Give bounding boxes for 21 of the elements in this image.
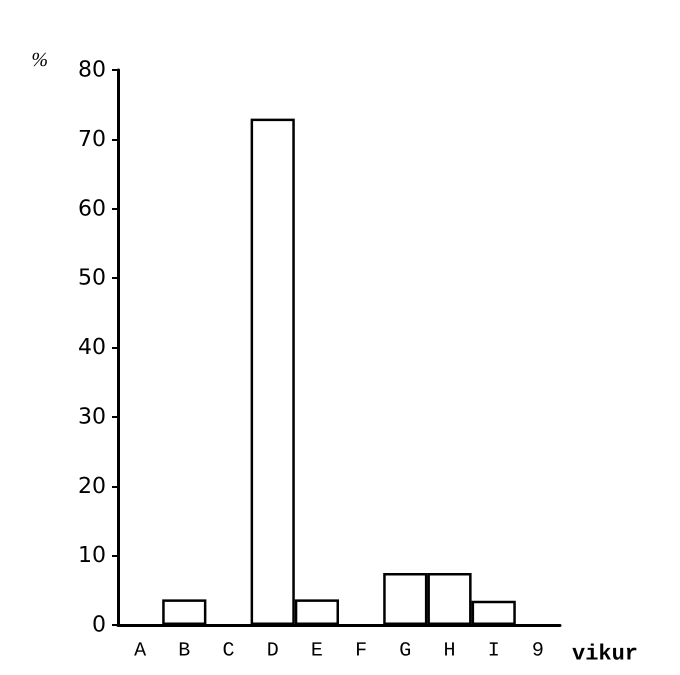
y-tick-label: 0 [92,612,106,638]
y-tick-label: 80 [78,58,106,82]
x-tick-label: B [178,640,190,662]
x-tick-label: F [355,640,368,662]
y-axis-title: % [31,49,48,71]
y-tick-label: 50 [78,266,106,291]
y-tick-label: 60 [78,196,106,222]
x-tick-label: H [443,640,456,662]
y-tick-label: 40 [78,335,106,360]
y-tick-label: 10 [78,543,106,568]
x-tick-label: G [399,640,412,662]
y-tick-label: 30 [78,404,106,430]
x-tick-label: D [266,640,279,662]
x-tick-label: E [310,640,323,662]
y-tick-label: 20 [78,474,106,499]
x-axis-title: vikur [572,642,638,666]
x-tick-label: C [222,640,235,662]
x-tick-label: I [488,640,500,662]
y-tick-label: 70 [78,126,106,152]
x-tick-label: A [134,640,146,662]
x-tick-label: 9 [532,640,544,662]
